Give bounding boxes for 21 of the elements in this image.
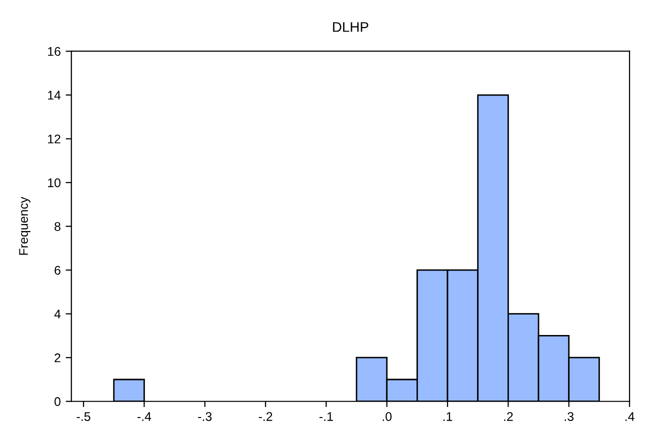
chart-title: DLHP: [333, 22, 368, 32]
y-axis-title: Frequency: [19, 196, 30, 255]
y-tick-label: 6: [54, 266, 60, 275]
x-tick-label: -.5: [76, 412, 90, 421]
x-tick-label: -.4: [137, 412, 152, 421]
y-tick-label: 10: [48, 178, 60, 188]
y-tick-label: 16: [48, 47, 60, 56]
x-tick-label: .0: [382, 412, 392, 421]
x-tick-label: .2: [504, 412, 513, 421]
x-tick-label: .4: [625, 412, 634, 421]
x-tick-label: -.1: [319, 412, 333, 421]
y-tick-label: 8: [54, 222, 60, 231]
y-tick-label: 0: [54, 397, 60, 406]
y-tick-label: 2: [54, 353, 60, 362]
y-tick-label: 12: [48, 134, 60, 144]
y-tick-label: 14: [48, 90, 61, 100]
y-tick-label: 4: [54, 310, 61, 318]
x-tick-label: .3: [564, 412, 574, 421]
x-tick-label: -.2: [258, 412, 272, 421]
x-tick-label: -.3: [198, 412, 212, 421]
x-tick-label: .1: [443, 412, 452, 421]
